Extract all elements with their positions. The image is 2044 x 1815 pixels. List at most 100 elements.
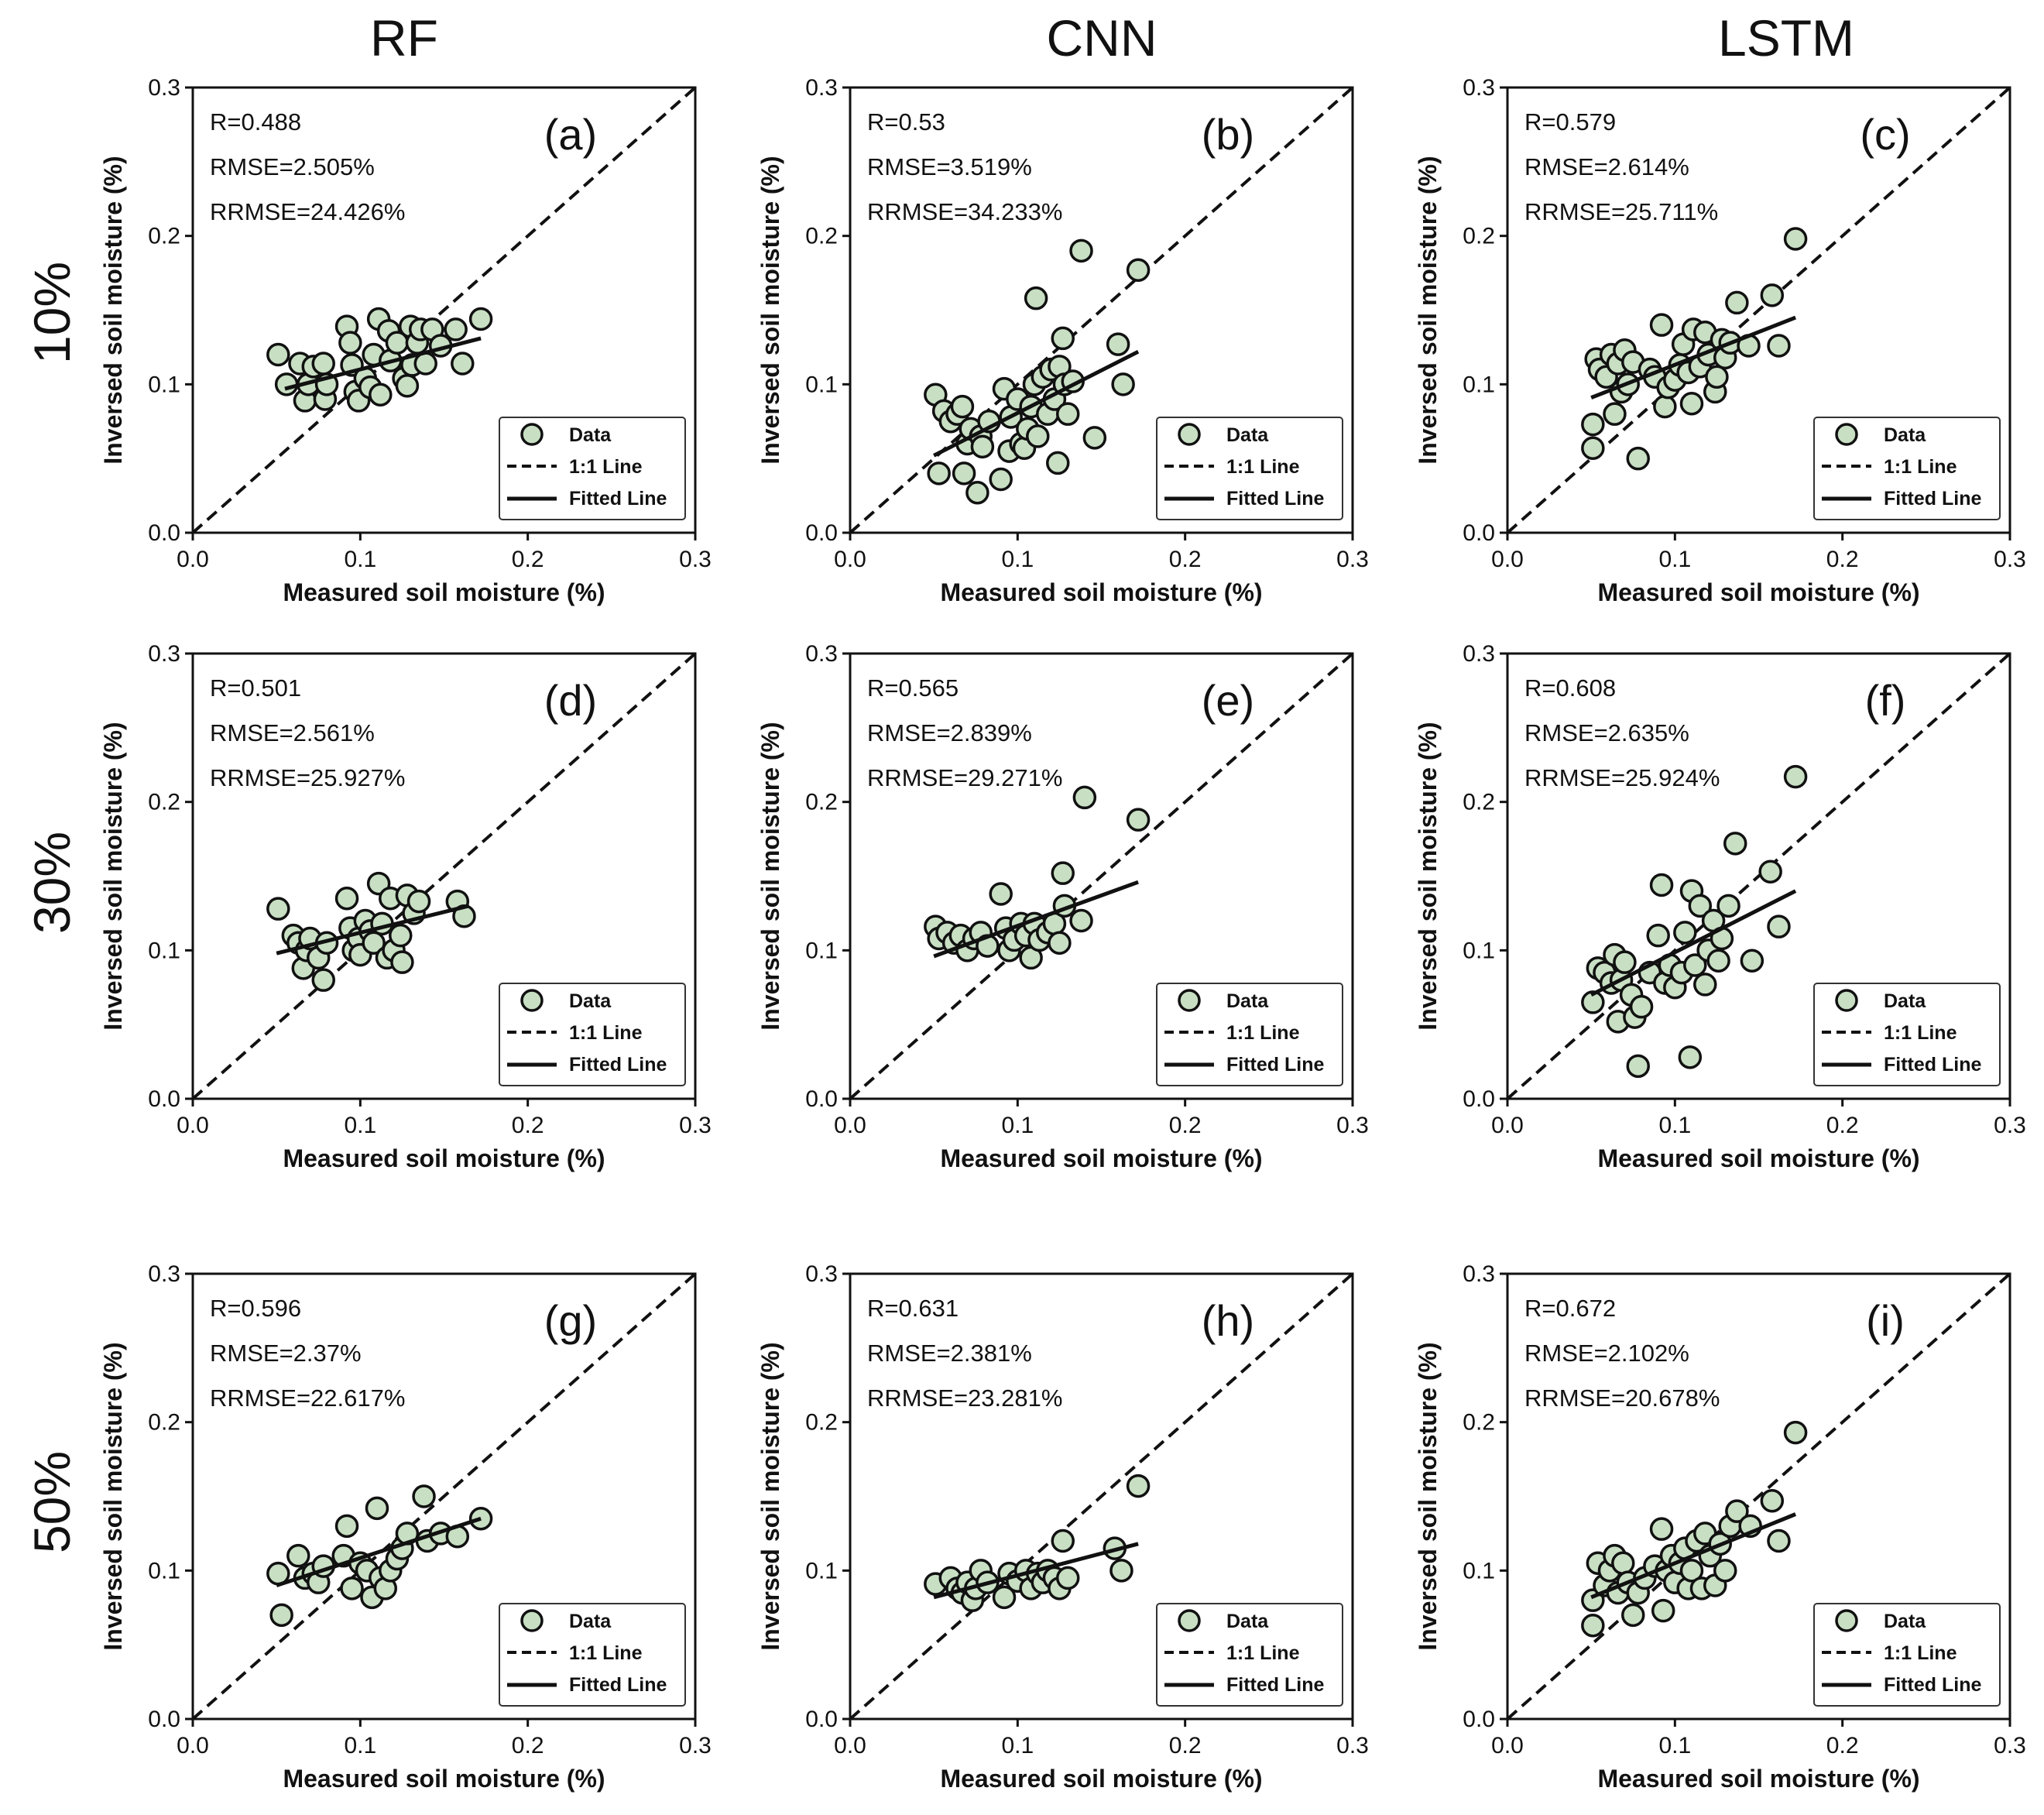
data-point (1758, 859, 1782, 883)
panel-label: (g) (544, 1296, 597, 1345)
one-to-one-line (1506, 1272, 2011, 1721)
fitted-line (1590, 315, 1797, 400)
stat-annotation: R=0.579 (1524, 108, 1616, 136)
axes-frame (191, 86, 697, 534)
data-point (369, 383, 393, 407)
x-tick-label: 0.0 (834, 547, 866, 572)
fitted-line (276, 904, 470, 956)
axes-frame (1506, 652, 2011, 1100)
column-title-lstm: LSTM (1718, 9, 1854, 67)
stat-annotation: R=0.672 (1524, 1295, 1616, 1322)
legend-box (1156, 417, 1343, 520)
legend-box (1813, 417, 2001, 520)
data-point (1760, 1489, 1785, 1513)
y-tick-label: 0.1 (148, 938, 180, 963)
data-point (311, 968, 335, 992)
stat-annotation: RRMSE=23.281% (867, 1384, 1062, 1412)
one-to-one-line (849, 1272, 1354, 1721)
data-point (266, 342, 290, 367)
y-tick-label: 0.2 (1463, 1410, 1495, 1436)
data-point (1783, 764, 1808, 789)
y-axis-label: Inversed soil moisture (%) (99, 722, 127, 1030)
axes-frame (849, 1272, 1354, 1721)
data-point (1621, 1603, 1645, 1628)
data-point (1693, 973, 1717, 997)
panel-b: 0.00.0 0.1 0.1 0.2 0.2 0.3 0.3 Measured soil mo… (756, 75, 1369, 606)
x-axis-label: Measured soil moisture (%) (283, 1765, 605, 1793)
x-tick-label: 0.1 (344, 1733, 376, 1758)
one-to-one-line (1506, 652, 2011, 1100)
data-point (1653, 394, 1677, 419)
y-tick-label: 0.3 (1463, 1261, 1495, 1287)
data-point (1581, 1614, 1605, 1638)
data-point (1688, 894, 1713, 918)
x-tick-label: 0.0 (834, 1733, 866, 1758)
stat-annotation: R=0.488 (210, 108, 301, 136)
data-point (1046, 451, 1070, 475)
x-tick-label: 0.0 (1491, 547, 1524, 572)
data-point (1679, 392, 1704, 416)
data-point (1651, 1598, 1675, 1623)
panel-label: (c) (1860, 110, 1910, 159)
x-tick-label: 0.0 (834, 1113, 866, 1138)
data-point (269, 1603, 293, 1628)
legend-label: Fitted Line (1884, 1674, 1981, 1696)
stat-annotation: RMSE=2.505% (210, 153, 375, 180)
y-tick-label: 0.0 (805, 1086, 838, 1112)
data-point (274, 372, 299, 396)
stat-annotation: RRMSE=29.271% (867, 764, 1062, 791)
legend-box (499, 417, 686, 520)
panel-f: 0.00.0 0.1 0.1 0.2 0.2 0.3 0.3 Measured soil mo… (1414, 641, 2026, 1172)
panel-label: (f) (1865, 676, 1906, 725)
data-point (1069, 238, 1093, 263)
data-point (1673, 921, 1697, 945)
x-tick-label: 0.2 (1826, 1733, 1859, 1758)
stat-annotation: RRMSE=25.711% (1524, 198, 1718, 225)
y-axis-label: Inversed soil moisture (%) (756, 722, 784, 1030)
y-tick-label: 0.0 (805, 520, 838, 546)
data-point (338, 331, 362, 355)
data-point (1649, 313, 1674, 337)
legend-label: Data (569, 1611, 612, 1632)
legend-box (499, 983, 686, 1086)
y-tick-label: 0.1 (1463, 938, 1495, 963)
data-point (1603, 402, 1627, 426)
y-tick-label: 0.0 (148, 520, 180, 546)
data-point (1706, 949, 1730, 973)
stat-annotation: RRMSE=24.426% (210, 198, 405, 225)
panel-label: (d) (544, 676, 597, 725)
data-point (1109, 1559, 1133, 1583)
legend-label: Data (569, 424, 612, 446)
x-tick-label: 0.1 (1001, 1733, 1034, 1758)
one-to-one-line (191, 86, 697, 534)
data-point (1716, 894, 1740, 918)
stat-annotation: RRMSE=25.927% (210, 764, 405, 791)
stat-annotation: RRMSE=22.617% (210, 1384, 405, 1412)
data-point (1611, 1551, 1635, 1575)
y-tick-label: 0.3 (1463, 75, 1495, 101)
y-tick-label: 0.3 (805, 75, 838, 101)
legend-label: Fitted Line (1884, 488, 1981, 510)
data-point (950, 394, 975, 419)
data-point (1126, 808, 1151, 832)
panel-label: (b) (1202, 110, 1254, 159)
data-point (1126, 1474, 1151, 1498)
panel-i: 0.00.0 0.1 0.1 0.2 0.2 0.3 0.3 Measured soil mo… (1414, 1261, 2026, 1793)
legend-box (1156, 1603, 1343, 1707)
data-point (406, 889, 431, 914)
data-point (1767, 334, 1791, 358)
panel-a: 0.00.0 0.1 0.1 0.2 0.2 0.3 0.3 Measured soil mo… (99, 75, 712, 606)
x-tick-label: 0.2 (1169, 1733, 1202, 1758)
data-point (1055, 402, 1080, 426)
data-point (1740, 949, 1764, 973)
stat-annotation: RMSE=2.37% (210, 1340, 362, 1367)
legend-box (1813, 1603, 2001, 1707)
one-to-one-line (849, 652, 1354, 1100)
fitted-line (276, 1516, 482, 1587)
x-tick-label: 0.2 (1169, 1113, 1202, 1138)
legend-label: Fitted Line (569, 1054, 667, 1076)
y-axis-label: Inversed soil moisture (%) (756, 156, 784, 464)
x-tick-label: 0.1 (1658, 547, 1691, 572)
y-tick-label: 0.1 (1463, 372, 1495, 397)
y-tick-label: 0.2 (1463, 790, 1495, 815)
